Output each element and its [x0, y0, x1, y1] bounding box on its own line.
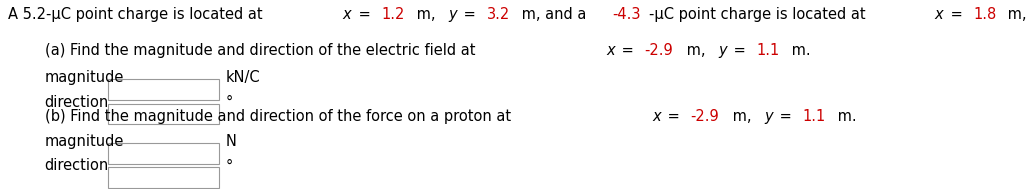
Text: -4.3: -4.3	[612, 7, 641, 22]
Text: magnitude: magnitude	[45, 135, 124, 149]
Text: m, and a: m, and a	[516, 7, 591, 22]
Text: (b) Find the magnitude and direction of the force on a proton at: (b) Find the magnitude and direction of …	[45, 109, 515, 124]
Text: °: °	[226, 159, 233, 174]
Text: x: x	[343, 7, 352, 22]
Text: 3.2: 3.2	[486, 7, 510, 22]
Text: m,: m,	[728, 109, 756, 124]
Text: A 5.2-μC point charge is located at: A 5.2-μC point charge is located at	[8, 7, 267, 22]
Text: =: =	[730, 43, 750, 58]
Text: (a) Find the magnitude and direction of the electric field at: (a) Find the magnitude and direction of …	[45, 43, 479, 58]
Text: 1.1: 1.1	[757, 43, 780, 58]
Text: -2.9: -2.9	[690, 109, 719, 124]
Text: 1.1: 1.1	[803, 109, 826, 124]
Text: kN/C: kN/C	[226, 70, 260, 85]
Text: x: x	[935, 7, 943, 22]
FancyBboxPatch shape	[108, 79, 219, 100]
Text: direction: direction	[45, 159, 109, 174]
Text: -2.9: -2.9	[645, 43, 674, 58]
Text: -μC point charge is located at: -μC point charge is located at	[649, 7, 870, 22]
Text: =: =	[617, 43, 639, 58]
Text: °: °	[226, 95, 233, 110]
Text: m.: m.	[787, 43, 810, 58]
Text: x: x	[652, 109, 660, 124]
FancyBboxPatch shape	[108, 104, 219, 124]
Text: magnitude: magnitude	[45, 70, 124, 85]
Text: =: =	[354, 7, 376, 22]
Text: m,: m,	[412, 7, 440, 22]
Text: 1.8: 1.8	[973, 7, 997, 22]
Text: y: y	[764, 109, 773, 124]
Text: y: y	[718, 43, 727, 58]
Text: direction: direction	[45, 95, 109, 110]
Text: m,: m,	[1003, 7, 1031, 22]
Text: =: =	[460, 7, 480, 22]
Text: m.: m.	[833, 109, 856, 124]
Text: =: =	[663, 109, 684, 124]
FancyBboxPatch shape	[108, 167, 219, 188]
Text: x: x	[605, 43, 615, 58]
Text: =: =	[946, 7, 967, 22]
FancyBboxPatch shape	[108, 143, 219, 164]
Text: N: N	[226, 135, 237, 149]
Text: 1.2: 1.2	[382, 7, 405, 22]
Text: =: =	[775, 109, 797, 124]
Text: m,: m,	[682, 43, 710, 58]
Text: y: y	[448, 7, 456, 22]
